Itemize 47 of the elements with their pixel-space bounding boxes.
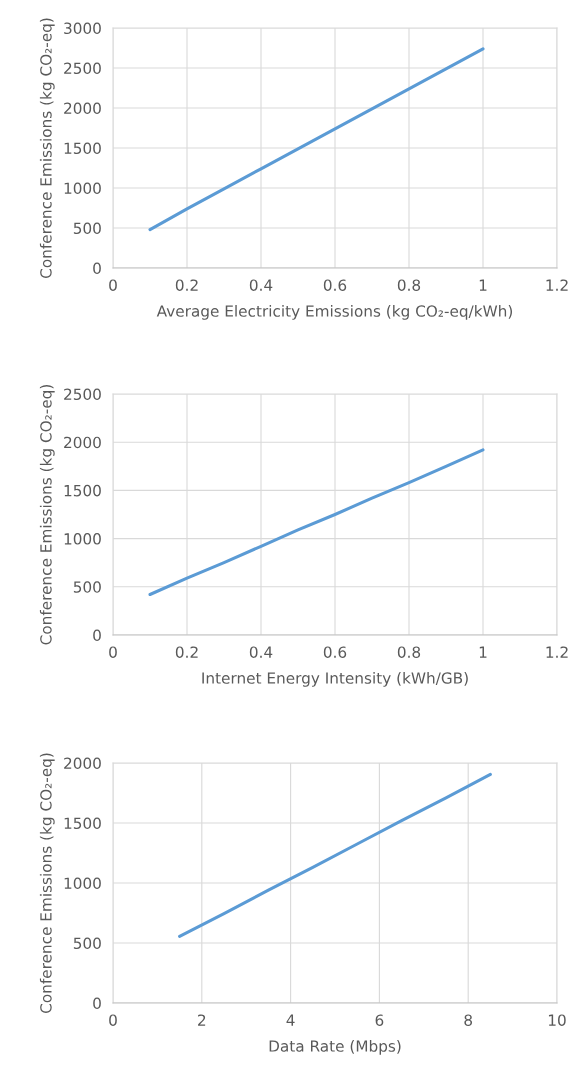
y-axis-title: Conference Emissions (kg CO₂-eq) bbox=[39, 18, 55, 278]
y-tick-label: 2500 bbox=[64, 388, 101, 401]
x-tick-label: 1 bbox=[479, 279, 487, 291]
y-tick-label: 1000 bbox=[64, 877, 101, 890]
x-tick-label: 0.6 bbox=[323, 279, 347, 291]
y-tick-label: 2000 bbox=[64, 436, 101, 449]
y-axis-title: Conference Emissions (kg CO₂-eq) bbox=[39, 753, 55, 1013]
x-tick-label: 0.2 bbox=[175, 646, 198, 658]
x-tick-label: 0.8 bbox=[397, 646, 421, 658]
y-tick-label: 500 bbox=[73, 581, 101, 593]
y-tick-label: 3000 bbox=[64, 22, 101, 35]
x-tick-label: 1.2 bbox=[546, 646, 568, 658]
x-tick-label: 0 bbox=[109, 646, 117, 658]
line-series bbox=[148, 47, 485, 232]
x-tick-label: 4 bbox=[286, 1014, 295, 1026]
y-axis-title: Conference Emissions (kg CO₂-eq) bbox=[39, 384, 55, 645]
x-tick-label: 10 bbox=[548, 1014, 566, 1026]
y-tick-label: 1000 bbox=[64, 533, 101, 545]
x-tick-label: 0 bbox=[109, 279, 117, 291]
y-tick-label: 0 bbox=[93, 997, 101, 1010]
x-axis-title: Internet Energy Intensity (kWh/GB) bbox=[202, 672, 468, 687]
x-tick-label: 1 bbox=[479, 646, 487, 658]
x-tick-label: 0 bbox=[109, 1014, 117, 1026]
x-axis-title: Average Electricity Emissions (kg CO₂-eq/kWh) bbox=[156, 305, 513, 320]
x-tick-label: 8 bbox=[464, 1014, 473, 1026]
y-tick-label: 0 bbox=[93, 262, 101, 275]
x-axis-title: Data Rate (Mbps) bbox=[269, 1040, 401, 1055]
y-tick-label: 500 bbox=[73, 222, 101, 235]
x-tick-label: 0.2 bbox=[175, 279, 198, 291]
y-tick-label: 1000 bbox=[64, 182, 101, 195]
x-tick-label: 0.6 bbox=[323, 646, 347, 658]
x-tick-label: 2 bbox=[198, 1014, 206, 1026]
y-tick-label: 2000 bbox=[64, 757, 101, 770]
line-series bbox=[178, 772, 492, 938]
line-series bbox=[148, 448, 485, 597]
y-tick-label: 0 bbox=[93, 629, 101, 642]
y-tick-label: 1500 bbox=[64, 817, 101, 830]
x-tick-label: 0.4 bbox=[249, 279, 273, 291]
y-tick-label: 1500 bbox=[64, 142, 101, 155]
y-tick-label: 2500 bbox=[64, 62, 101, 75]
y-tick-label: 2000 bbox=[64, 102, 101, 115]
y-tick-label: 500 bbox=[73, 937, 101, 950]
y-tick-label: 1500 bbox=[64, 484, 101, 497]
x-tick-label: 0.4 bbox=[249, 646, 273, 658]
x-tick-label: 1.2 bbox=[546, 279, 568, 291]
x-tick-label: 0.8 bbox=[397, 279, 421, 291]
x-tick-label: 6 bbox=[375, 1014, 384, 1026]
